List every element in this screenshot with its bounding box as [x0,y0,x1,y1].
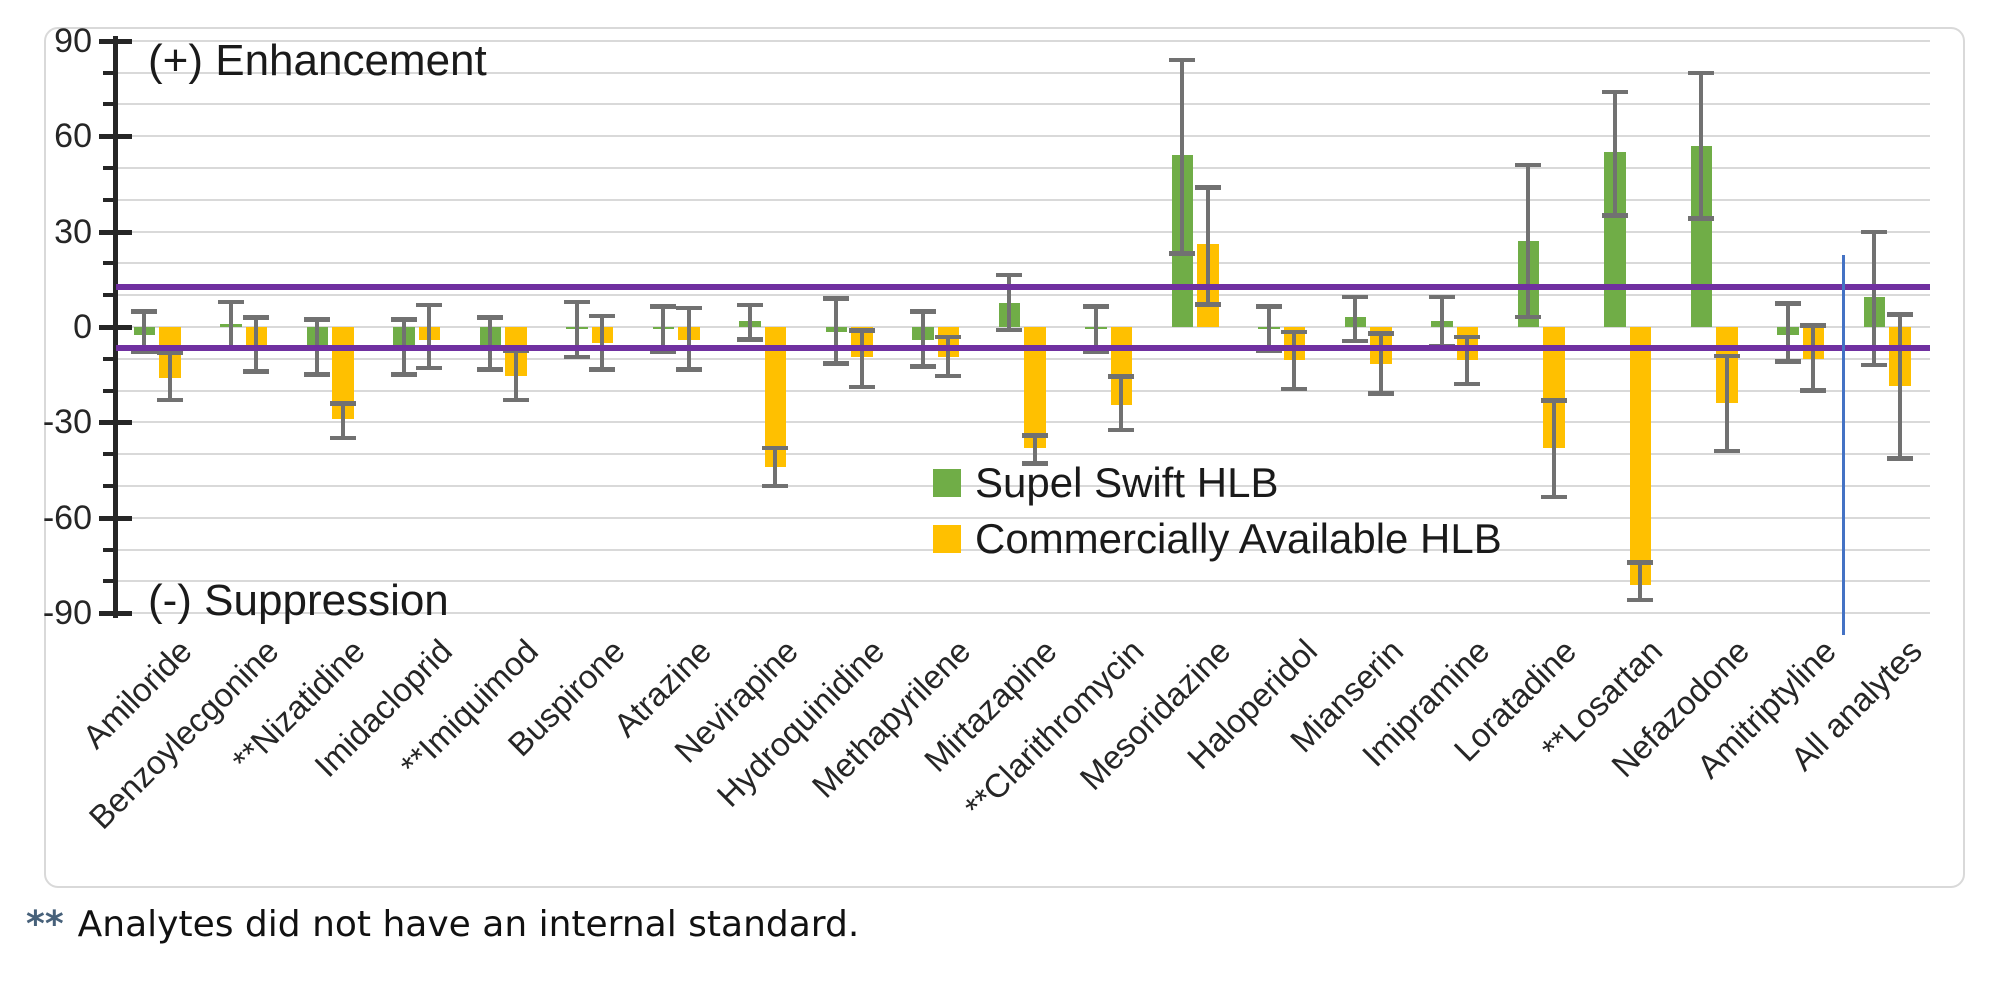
footnote-marker: ** [26,904,64,945]
legend-swatch-yellow [933,525,961,553]
enhancement-annotation: (+) Enhancement [148,36,487,85]
legend-label-commercial: Commercially Available HLB [975,515,1502,562]
footnote: ** Analytes did not have an internal stan… [26,904,859,945]
legend-item-commercial: Commercially Available HLB [933,515,1502,562]
legend: Supel Swift HLB Commercially Available H… [933,459,1502,572]
suppression-annotation: (-) Suppression [148,576,449,625]
legend-item-supel: Supel Swift HLB [933,459,1502,506]
legend-swatch-green [933,469,961,497]
legend-label-supel: Supel Swift HLB [975,459,1279,506]
chart-area-frame [44,27,1965,888]
footnote-text: Analytes did not have an internal standa… [77,904,860,945]
